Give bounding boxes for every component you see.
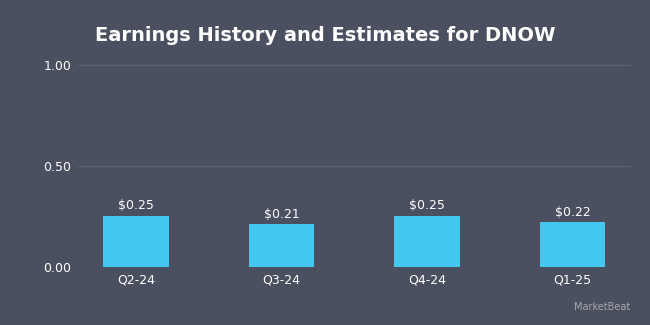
Text: $0.25: $0.25 (118, 200, 154, 213)
Text: Earnings History and Estimates for DNOW: Earnings History and Estimates for DNOW (95, 26, 555, 45)
Text: $0.22: $0.22 (554, 205, 590, 218)
Bar (103, 216, 168, 266)
Bar (395, 216, 460, 266)
Text: MarketBeat: MarketBeat (574, 302, 630, 312)
Bar (540, 222, 605, 266)
Bar (249, 224, 314, 266)
Text: $0.21: $0.21 (264, 208, 300, 221)
Text: $0.25: $0.25 (409, 200, 445, 213)
